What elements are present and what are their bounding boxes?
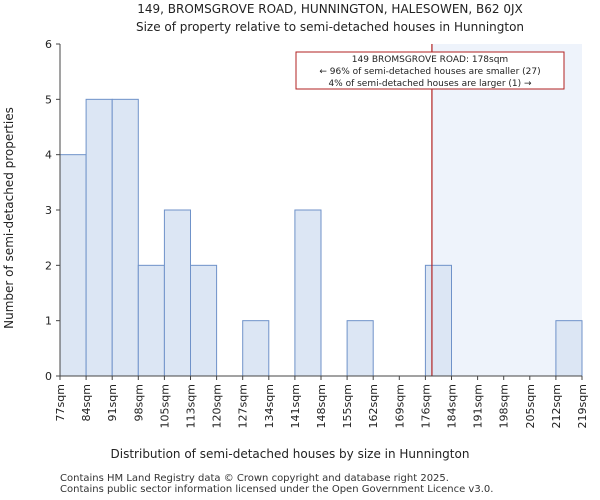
x-tick-label: 113sqm xyxy=(185,384,198,428)
bar-77sqm xyxy=(59,154,87,377)
y-tick-label: 6 xyxy=(45,38,52,51)
x-tick-label: 141sqm xyxy=(289,384,302,428)
x-tick-label: 98sqm xyxy=(132,384,145,421)
x-tick-label: 155sqm xyxy=(341,384,354,428)
bar-127sqm xyxy=(242,320,270,377)
bar-176sqm xyxy=(424,264,452,377)
y-tick-label: 3 xyxy=(45,204,52,217)
x-tick-label: 148sqm xyxy=(315,384,328,428)
footer-licence: Contains public sector information licen… xyxy=(60,484,494,495)
x-tick-label: 212sqm xyxy=(550,384,563,428)
bar-98sqm xyxy=(137,264,165,377)
chart-subtitle: Size of property relative to semi-detach… xyxy=(136,20,524,34)
x-tick-label: 105sqm xyxy=(158,384,171,428)
x-tick-label: 169sqm xyxy=(393,384,406,428)
annotation-line-1: 149 BROMSGROVE ROAD: 178sqm xyxy=(352,55,508,65)
bar-212sqm xyxy=(555,320,583,377)
x-tick-label: 134sqm xyxy=(263,384,276,428)
bar-105sqm xyxy=(163,209,191,377)
bar-91sqm xyxy=(111,98,139,377)
bar-155sqm xyxy=(346,320,374,377)
y-tick-label: 4 xyxy=(45,149,52,162)
x-axis-label: Distribution of semi-detached houses by … xyxy=(111,447,470,461)
x-tick-label: 162sqm xyxy=(367,384,380,428)
x-tick-label: 219sqm xyxy=(576,384,589,428)
x-tick-label: 184sqm xyxy=(446,384,459,428)
x-tick-label: 191sqm xyxy=(472,384,485,428)
x-tick-label: 127sqm xyxy=(237,384,250,428)
footer-copyright: Contains HM Land Registry data © Crown c… xyxy=(60,473,449,484)
y-tick-label: 2 xyxy=(45,259,52,272)
bar-84sqm xyxy=(85,98,113,377)
x-tick-label: 198sqm xyxy=(498,384,511,428)
annotation-box xyxy=(295,51,565,90)
y-tick-label: 5 xyxy=(45,93,52,106)
x-tick-label: 120sqm xyxy=(211,384,224,428)
x-tick-label: 91sqm xyxy=(106,384,119,421)
bar-141sqm xyxy=(294,209,322,377)
bar-113sqm xyxy=(190,264,218,377)
x-tick-label: 77sqm xyxy=(54,384,67,421)
x-tick-label: 176sqm xyxy=(419,384,432,428)
annotation-line-2: ← 96% of semi-detached houses are smalle… xyxy=(319,67,540,77)
y-tick-label: 0 xyxy=(45,370,52,383)
x-tick-label: 205sqm xyxy=(524,384,537,428)
y-tick-label: 1 xyxy=(45,315,52,328)
chart-title: 149, BROMSGROVE ROAD, HUNNINGTON, HALESO… xyxy=(137,2,523,16)
y-axis-label: Number of semi-detached properties xyxy=(2,107,16,329)
annotation-line-3: 4% of semi-detached houses are larger (1… xyxy=(328,79,532,89)
x-tick-label: 84sqm xyxy=(80,384,93,421)
